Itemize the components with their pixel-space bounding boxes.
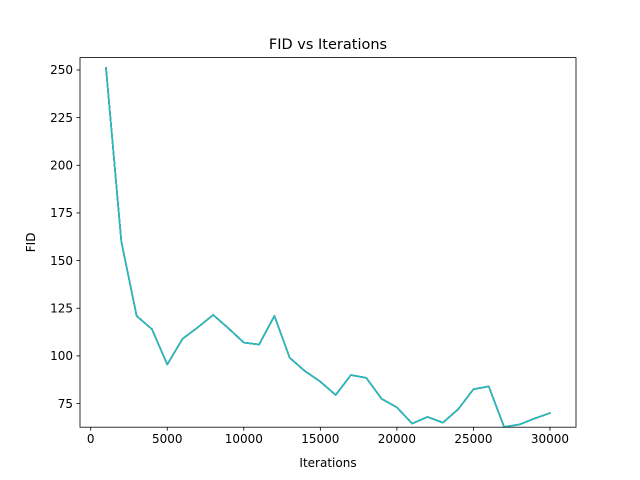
y-axis-ticks: 75 100 125 150 175 200 225 250 (50, 63, 80, 411)
x-tick-label: 25000 (454, 432, 492, 446)
y-tick-label: 100 (50, 349, 73, 363)
y-tick-label: 150 (50, 254, 73, 268)
x-axis-label: Iterations (299, 456, 356, 470)
y-tick-label: 200 (50, 158, 73, 172)
y-tick-label: 250 (50, 63, 73, 77)
y-tick-label: 75 (58, 397, 73, 411)
chart-title: FID vs Iterations (269, 37, 387, 53)
series-line-10 (105, 67, 551, 428)
x-tick-label: 0 (87, 432, 95, 446)
series-lines (105, 67, 551, 428)
y-tick-label: 175 (50, 206, 73, 220)
x-axis-ticks: 0 5000 10000 15000 20000 25000 30000 (87, 427, 569, 446)
x-tick-label: 5000 (152, 432, 183, 446)
plot-frame (79, 57, 577, 428)
y-axis-label: FID (24, 233, 38, 253)
y-tick-label: 125 (50, 301, 73, 315)
x-tick-label: 20000 (378, 432, 416, 446)
y-tick-label: 225 (50, 111, 73, 125)
x-tick-label: 15000 (301, 432, 339, 446)
x-tick-label: 30000 (531, 432, 569, 446)
x-tick-label: 10000 (225, 432, 263, 446)
